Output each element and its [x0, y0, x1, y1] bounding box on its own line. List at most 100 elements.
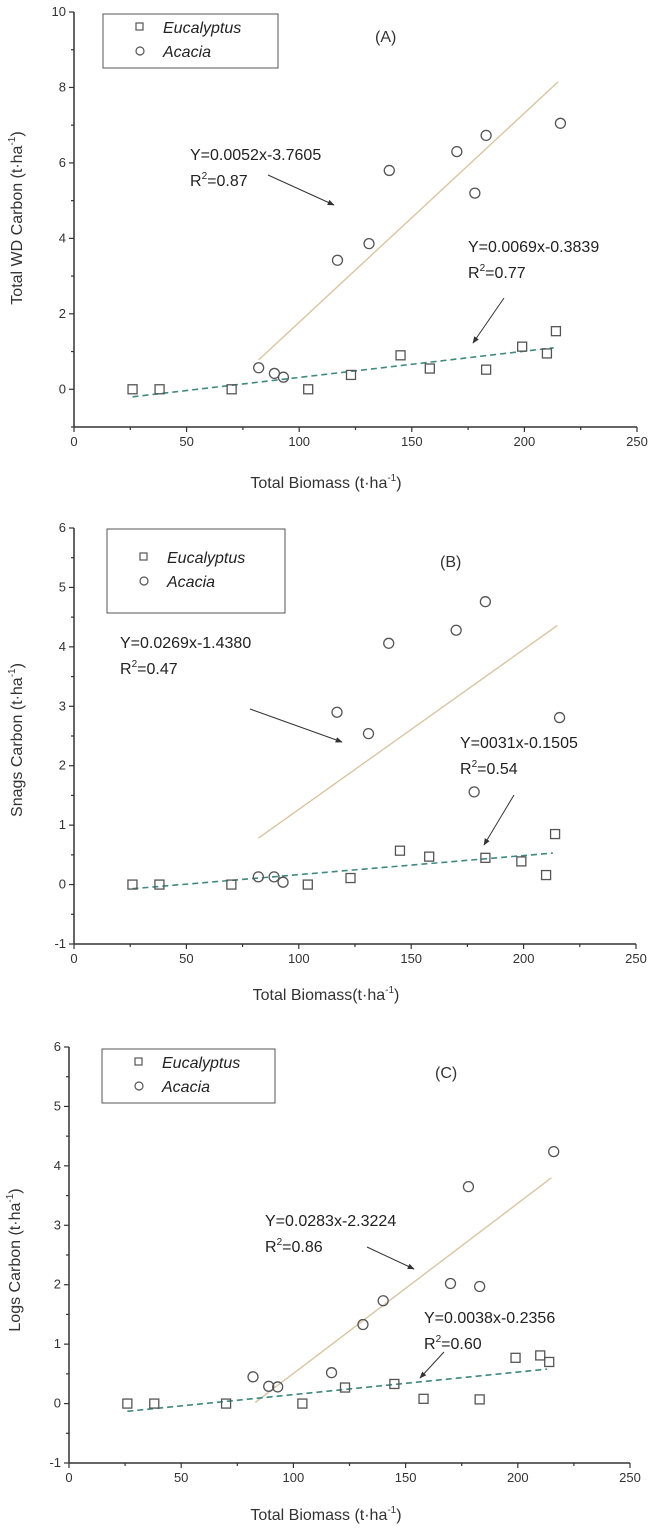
- eucalyptus-point: [395, 350, 406, 361]
- eucalyptus-fit-line: [127, 1368, 548, 1413]
- legend-eucalyptus: Eucalyptus: [167, 550, 245, 567]
- acacia-point: [357, 1318, 369, 1331]
- eucalyptus-r-squared: R2=0.54: [460, 759, 518, 778]
- eucalyptus-point: [154, 384, 165, 395]
- square-marker-icon: [135, 22, 144, 31]
- acacia-arrow-icon: [366, 1246, 415, 1270]
- eucalyptus-fit-line: [132, 346, 554, 398]
- legend: Eucalyptus Acacia: [102, 13, 279, 69]
- circle-marker-icon: [135, 46, 145, 56]
- square-marker-icon: [134, 1057, 143, 1066]
- eucalyptus-point: [480, 364, 492, 375]
- x-tick-label: 0: [70, 951, 77, 966]
- acacia-arrow-icon: [249, 708, 343, 743]
- acacia-point: [553, 711, 566, 724]
- y-tick-label: 5: [59, 579, 66, 594]
- eucalyptus-point: [516, 341, 528, 352]
- y-tick-label: 4: [54, 1158, 61, 1173]
- eucalyptus-point: [339, 1382, 351, 1393]
- y-tick-label: 2: [54, 1277, 61, 1292]
- legend-acacia: Acacia: [166, 574, 215, 591]
- acacia-equation: Y=0.0283x-2.3224: [265, 1213, 396, 1230]
- x-tick-label: 50: [179, 951, 193, 966]
- acacia-point: [383, 164, 395, 177]
- acacia-point: [263, 1380, 275, 1392]
- y-tick-label: 1: [59, 817, 66, 832]
- y-tick-label: 6: [54, 1039, 61, 1054]
- x-tick-label: 50: [179, 434, 193, 449]
- y-tick-label: 4: [59, 230, 66, 245]
- y-tick-label: 0: [59, 877, 66, 892]
- acacia-point: [363, 237, 375, 250]
- eucalyptus-point: [389, 1378, 400, 1390]
- y-tick-label: 3: [54, 1217, 61, 1232]
- eucalyptus-point: [418, 1393, 429, 1404]
- x-tick-label: 200: [514, 434, 536, 449]
- acacia-arrow-icon: [267, 174, 335, 206]
- y-tick-label: -1: [49, 1455, 61, 1470]
- acacia-point: [247, 1371, 259, 1383]
- eucalyptus-point: [226, 879, 237, 890]
- acacia-fit-line: [254, 1177, 552, 1403]
- y-tick-label: 10: [52, 4, 66, 19]
- y-tick-label: 5: [54, 1098, 61, 1113]
- y-tick-label: 6: [59, 520, 66, 535]
- y-tick-label: 8: [59, 79, 66, 94]
- eucalyptus-point: [220, 1398, 232, 1409]
- eucalyptus-equation: Y=0031x-0.1505: [460, 735, 578, 752]
- acacia-point: [383, 637, 395, 649]
- y-tick-label: 0: [54, 1396, 61, 1411]
- acacia-equation: Y=0.0052x-3.7605: [190, 147, 321, 164]
- eucalyptus-point: [127, 879, 138, 890]
- eucalyptus-point: [516, 856, 527, 867]
- x-tick-label: 250: [619, 1470, 641, 1485]
- acacia-point: [474, 1280, 486, 1293]
- legend-acacia: Acacia: [162, 44, 211, 61]
- acacia-r-squared: R2=0.86: [265, 1237, 323, 1256]
- legend-eucalyptus: Eucalyptus: [163, 20, 241, 37]
- acacia-r-squared: R2=0.87: [190, 171, 248, 190]
- acacia-fit-line: [257, 624, 558, 839]
- y-axis-label: Logs Carbon (t·ha-1): [5, 1188, 24, 1331]
- x-axis-label: Total Biomass (t·ha-1): [250, 473, 401, 492]
- acacia-point: [444, 1277, 457, 1290]
- eucalyptus-point: [394, 845, 406, 856]
- acacia-point: [469, 187, 481, 199]
- eucalyptus-point: [154, 879, 165, 890]
- legend: Eucalyptus Acacia: [106, 528, 286, 614]
- eucalyptus-point: [474, 1394, 485, 1405]
- eucalyptus-point: [345, 369, 357, 381]
- square-marker-icon: [139, 552, 148, 561]
- y-tick-label: 3: [59, 698, 66, 713]
- x-tick-label: 150: [395, 1470, 417, 1485]
- x-tick-label: 100: [288, 434, 310, 449]
- x-tick-label: 50: [174, 1470, 188, 1485]
- eucalyptus-point: [127, 384, 138, 395]
- x-axis-label: Total Biomass (t·ha-1): [250, 1505, 401, 1524]
- eucalyptus-point: [535, 1350, 546, 1361]
- acacia-point: [268, 871, 280, 883]
- acacia-point: [331, 254, 344, 266]
- acacia-point: [451, 145, 463, 158]
- x-axis-label: Total Biomass(t·ha-1): [253, 985, 400, 1004]
- eucalyptus-point: [149, 1398, 160, 1409]
- eucalyptus-point: [541, 348, 553, 359]
- y-tick-label: 1: [54, 1336, 61, 1351]
- acacia-point: [253, 362, 265, 374]
- eucalyptus-arrow-icon: [472, 297, 505, 344]
- acacia-point: [479, 596, 492, 608]
- circle-marker-icon: [139, 576, 149, 586]
- acacia-point: [548, 1145, 560, 1158]
- eucalyptus-point: [303, 384, 314, 395]
- legend: Eucalyptus Acacia: [101, 1048, 276, 1104]
- panel-b: 0 50 100 150 200 250 -1 0 1 2 3 4 5 6 Eucalyptus Acacia…: [7, 520, 647, 1004]
- y-tick-label: 4: [59, 639, 66, 654]
- panel-label: (A): [375, 29, 396, 46]
- acacia-equation: Y=0.0269x-1.4380: [120, 635, 251, 652]
- eucalyptus-point: [226, 384, 237, 395]
- y-tick-label: 6: [59, 155, 66, 170]
- eucalyptus-point: [345, 872, 356, 884]
- eucalyptus-fit-line: [132, 852, 553, 890]
- x-tick-label: 0: [70, 434, 77, 449]
- acacia-point: [331, 706, 343, 718]
